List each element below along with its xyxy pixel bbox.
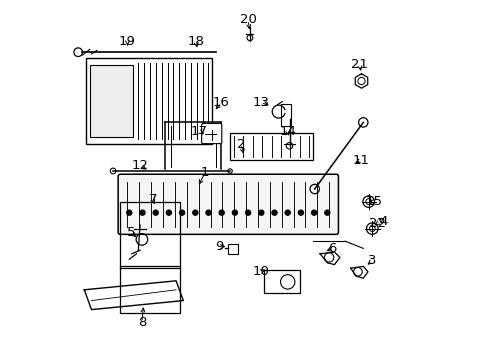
Bar bbox=[230, 133, 312, 160]
Circle shape bbox=[311, 210, 316, 215]
Bar bbox=[86, 58, 212, 144]
Circle shape bbox=[324, 210, 329, 215]
Text: 20: 20 bbox=[239, 13, 256, 26]
Bar bbox=[120, 202, 179, 268]
Bar bbox=[264, 270, 300, 293]
Text: 6: 6 bbox=[328, 242, 336, 255]
Circle shape bbox=[245, 210, 250, 215]
Text: 3: 3 bbox=[367, 255, 376, 267]
Text: 19: 19 bbox=[119, 35, 136, 48]
Circle shape bbox=[271, 210, 277, 215]
Circle shape bbox=[258, 210, 264, 215]
Text: 18: 18 bbox=[187, 35, 204, 48]
Text: 12: 12 bbox=[131, 159, 148, 172]
Bar bbox=[280, 104, 291, 126]
Text: 15: 15 bbox=[365, 195, 382, 208]
Text: 16: 16 bbox=[212, 96, 229, 109]
Circle shape bbox=[166, 210, 171, 215]
Text: 14: 14 bbox=[279, 125, 296, 138]
Text: 1: 1 bbox=[200, 166, 209, 179]
Circle shape bbox=[219, 210, 224, 215]
Text: 17: 17 bbox=[191, 125, 207, 138]
Text: 4: 4 bbox=[378, 215, 386, 228]
Text: 7: 7 bbox=[148, 193, 157, 206]
Bar bbox=[120, 266, 179, 313]
Circle shape bbox=[232, 210, 237, 215]
Circle shape bbox=[192, 210, 198, 215]
Circle shape bbox=[179, 210, 184, 215]
Text: 9: 9 bbox=[215, 240, 223, 253]
Text: 22: 22 bbox=[368, 217, 386, 230]
FancyBboxPatch shape bbox=[118, 174, 338, 234]
Circle shape bbox=[126, 210, 132, 215]
Circle shape bbox=[140, 210, 145, 215]
Text: 21: 21 bbox=[350, 58, 367, 71]
Text: 13: 13 bbox=[252, 96, 269, 109]
FancyBboxPatch shape bbox=[201, 123, 222, 144]
Text: 5: 5 bbox=[126, 226, 135, 239]
Text: 10: 10 bbox=[252, 265, 268, 278]
Circle shape bbox=[205, 210, 211, 215]
Bar bbox=[228, 244, 238, 254]
Text: 8: 8 bbox=[138, 316, 146, 329]
Text: 2: 2 bbox=[236, 138, 244, 150]
Circle shape bbox=[298, 210, 303, 215]
Circle shape bbox=[285, 210, 289, 215]
Bar bbox=[89, 65, 133, 137]
Circle shape bbox=[153, 210, 158, 215]
Text: 11: 11 bbox=[352, 154, 369, 167]
